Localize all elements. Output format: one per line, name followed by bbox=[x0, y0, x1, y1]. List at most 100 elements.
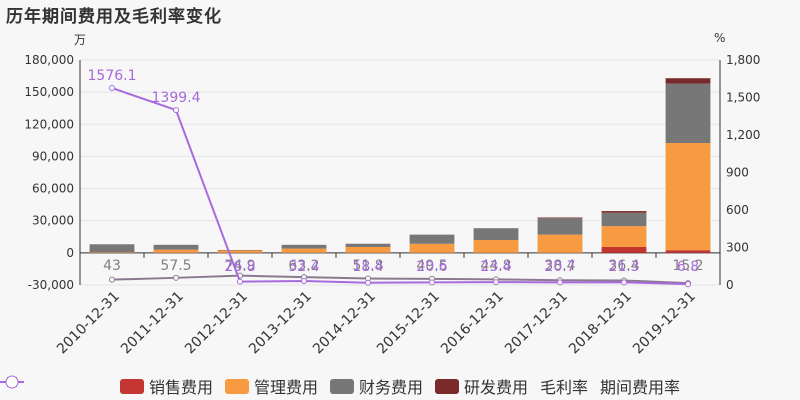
x-axis-category-label: 2017-12-31 bbox=[502, 289, 571, 358]
right-axis-tick-label: 300 bbox=[726, 241, 749, 255]
bar-管理费用 bbox=[665, 143, 711, 251]
right-axis-tick-label: 600 bbox=[726, 203, 749, 217]
left-axis-unit: 万 bbox=[74, 33, 87, 47]
point-毛利率 bbox=[109, 276, 115, 283]
legend-item[interactable]: 管理费用 bbox=[224, 374, 318, 398]
legend-swatch bbox=[224, 378, 249, 394]
gross-margin-data-label: 74.9 bbox=[224, 258, 255, 274]
point-期间费用率 bbox=[173, 107, 179, 114]
point-期间费用率 bbox=[301, 277, 307, 284]
bar-销售费用 bbox=[665, 250, 711, 253]
point-期间费用率 bbox=[557, 279, 563, 286]
point-期间费用率 bbox=[685, 281, 691, 288]
left-axis-tick-label: 30,000 bbox=[32, 214, 74, 228]
bar-财务费用 bbox=[89, 244, 135, 253]
x-axis-category-label: 2014-12-31 bbox=[310, 289, 379, 358]
right-axis-tick-label: 1,200 bbox=[726, 128, 760, 142]
bar-管理费用 bbox=[601, 226, 647, 247]
right-axis-tick-label: 0 bbox=[726, 278, 734, 292]
bar-管理费用 bbox=[89, 252, 135, 253]
chart-title: 历年期间费用及毛利率变化 bbox=[6, 7, 222, 27]
bar-研发费用 bbox=[537, 217, 583, 219]
legend-swatch bbox=[119, 378, 144, 394]
bar-管理费用 bbox=[537, 234, 583, 253]
legend-item[interactable]: 毛利率 bbox=[0, 374, 589, 398]
bar-管理费用 bbox=[345, 246, 391, 253]
expense-ratio-data-label: 18.4 bbox=[352, 259, 383, 275]
bar-管理费用 bbox=[217, 250, 263, 253]
bar-财务费用 bbox=[281, 244, 327, 249]
bar-财务费用 bbox=[665, 83, 711, 144]
expense-ratio-data-label: 1399.4 bbox=[152, 90, 201, 106]
line-毛利率 bbox=[111, 274, 689, 285]
bar-销售费用 bbox=[601, 246, 647, 253]
bar-管理费用 bbox=[281, 248, 327, 253]
legend-item[interactable]: 销售费用 bbox=[119, 374, 213, 398]
gross-margin-data-label: 51.8 bbox=[352, 258, 383, 274]
left-axis-tick-label: 180,000 bbox=[24, 53, 74, 67]
gross-margin-data-label: 36.4 bbox=[608, 258, 639, 274]
left-axis-tick-label: -30,000 bbox=[28, 278, 74, 292]
x-axis-category-label: 2015-12-31 bbox=[374, 289, 443, 358]
left-axis-tick-label: 150,000 bbox=[24, 85, 74, 99]
point-期间费用率 bbox=[237, 278, 243, 285]
chart-legend: 销售费用 管理费用 财务费用 研发费用 毛利率 期间费用率 bbox=[0, 374, 800, 398]
bar-管理费用 bbox=[153, 249, 199, 253]
legend-label: 研发费用 bbox=[464, 378, 529, 397]
expense-ratio-data-label: 20.6 bbox=[416, 259, 447, 275]
expense-ratio-data-label: 23.4 bbox=[480, 259, 511, 275]
point-期间费用率 bbox=[429, 279, 435, 286]
right-axis-unit: % bbox=[714, 31, 726, 45]
expense-ratio-data-label: 32.4 bbox=[288, 259, 319, 275]
bar-财务费用 bbox=[601, 212, 647, 227]
point-期间费用率 bbox=[365, 279, 371, 286]
x-axis-category-label: 2010-12-31 bbox=[54, 289, 123, 358]
point-期间费用率 bbox=[109, 84, 115, 91]
bar-财务费用 bbox=[409, 234, 455, 244]
expense-ratio-data-label: 26.8 bbox=[224, 259, 255, 275]
right-axis-tick-label: 900 bbox=[726, 166, 749, 180]
line-期间费用率 bbox=[111, 87, 689, 286]
point-期间费用率 bbox=[621, 279, 627, 286]
gross-margin-data-label: 49.5 bbox=[416, 258, 447, 274]
x-axis-category-label: 2016-12-31 bbox=[438, 289, 507, 358]
point-毛利率 bbox=[173, 274, 179, 281]
right-axis-tick-label: 1,500 bbox=[726, 91, 760, 105]
gross-margin-data-label: 63.2 bbox=[288, 258, 319, 274]
legend-item[interactable]: 期间费用率 bbox=[0, 374, 681, 398]
legend-item[interactable]: 研发费用 bbox=[435, 374, 528, 398]
bar-财务费用 bbox=[217, 249, 263, 251]
legend-label: 毛利率 bbox=[540, 378, 589, 397]
legend-swatch bbox=[329, 378, 354, 394]
expense-ratio-data-label: 6.8 bbox=[677, 259, 699, 275]
legend-line-marker bbox=[0, 375, 24, 389]
expense-ratio-data-label: 20.7 bbox=[544, 259, 575, 275]
legend-label: 销售费用 bbox=[148, 378, 213, 397]
legend-item[interactable]: 财务费用 bbox=[329, 374, 423, 398]
legend-label: 管理费用 bbox=[253, 378, 318, 397]
gross-margin-data-label: 57.5 bbox=[160, 258, 191, 274]
left-axis-tick-label: 120,000 bbox=[24, 117, 74, 131]
bar-管理费用 bbox=[473, 240, 519, 253]
left-axis-tick-label: 60,000 bbox=[32, 182, 74, 196]
gross-margin-data-label: 44.8 bbox=[480, 258, 511, 274]
combo-chart: -30,000 0 30,000 60,000 90,000 120,000 150,000… bbox=[24, 53, 760, 358]
legend-label: 期间费用率 bbox=[600, 378, 681, 397]
gross-margin-data-label: 43 bbox=[103, 258, 121, 274]
left-axis-tick-label: 90,000 bbox=[32, 149, 74, 163]
bar-管理费用 bbox=[409, 243, 455, 253]
expense-ratio-data-label: 21.3 bbox=[608, 259, 639, 275]
gross-margin-data-label: 15.2 bbox=[672, 258, 703, 274]
left-axis-tick-label: 0 bbox=[66, 246, 74, 260]
x-axis-category-label: 2018-12-31 bbox=[566, 289, 635, 358]
point-期间费用率 bbox=[493, 279, 499, 286]
bar-财务费用 bbox=[345, 243, 391, 247]
legend-label: 财务费用 bbox=[358, 378, 423, 397]
bar-财务费用 bbox=[473, 228, 519, 240]
bar-财务费用 bbox=[153, 244, 199, 250]
x-axis-category-label: 2012-12-31 bbox=[182, 289, 251, 358]
expense-ratio-data-label: 1576.1 bbox=[88, 68, 137, 84]
x-axis-category-label: 2013-12-31 bbox=[246, 289, 315, 358]
bar-研发费用 bbox=[601, 211, 647, 213]
